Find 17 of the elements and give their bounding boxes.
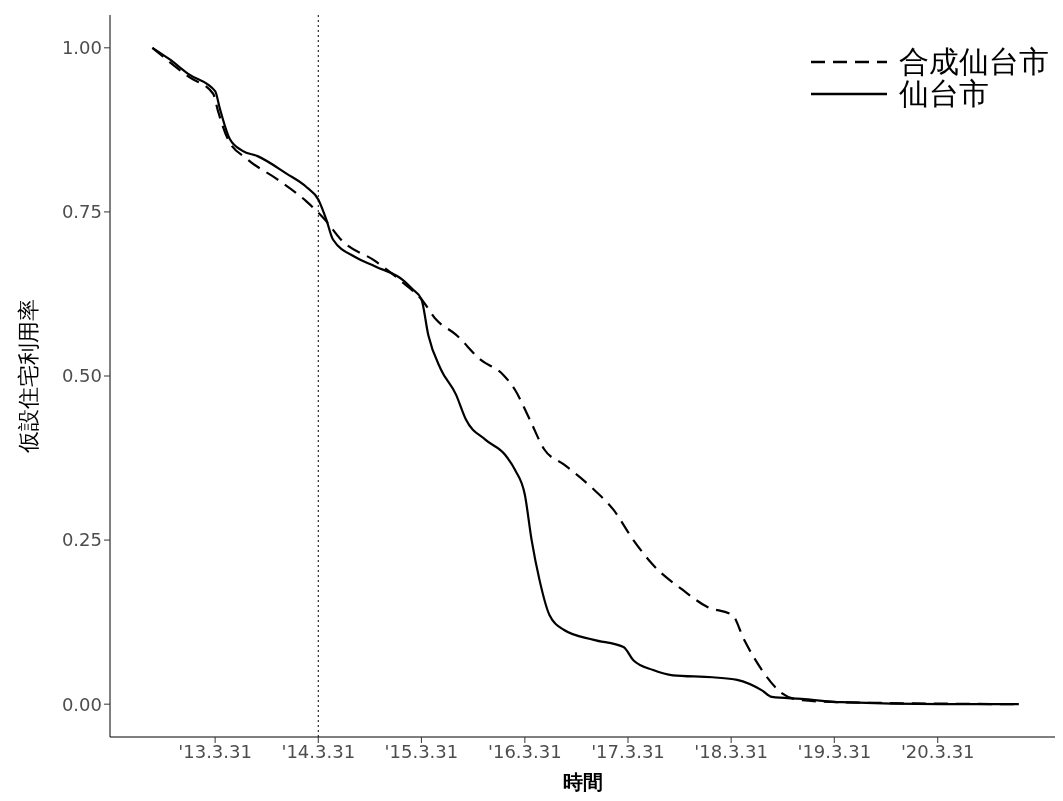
y-tick-label: 1.00 [61,37,102,59]
x-tick-label: '20.3.31 [900,740,975,762]
legend-label: 仙台市 [899,76,989,111]
x-tick-label: '16.3.31 [488,740,562,762]
x-axis-title: 時間 [562,770,603,794]
y-axis-title: 仮設住宅利用率 [15,299,41,454]
y-tick-label: 0.50 [61,365,102,387]
x-tick-label: '17.3.31 [591,740,665,762]
legend-label: 合成仙台市 [899,44,1049,79]
x-tick-label: '13.3.31 [178,740,252,762]
y-tick-label: 0.25 [61,529,102,551]
y-tick-label: 0.75 [61,201,102,223]
y-tick-label: 0.00 [61,693,102,715]
x-tick-label: '14.3.31 [281,740,356,762]
x-tick-label: '19.3.31 [797,740,872,762]
x-tick-label: '15.3.31 [384,740,459,762]
x-tick-label: '18.3.31 [694,740,768,762]
